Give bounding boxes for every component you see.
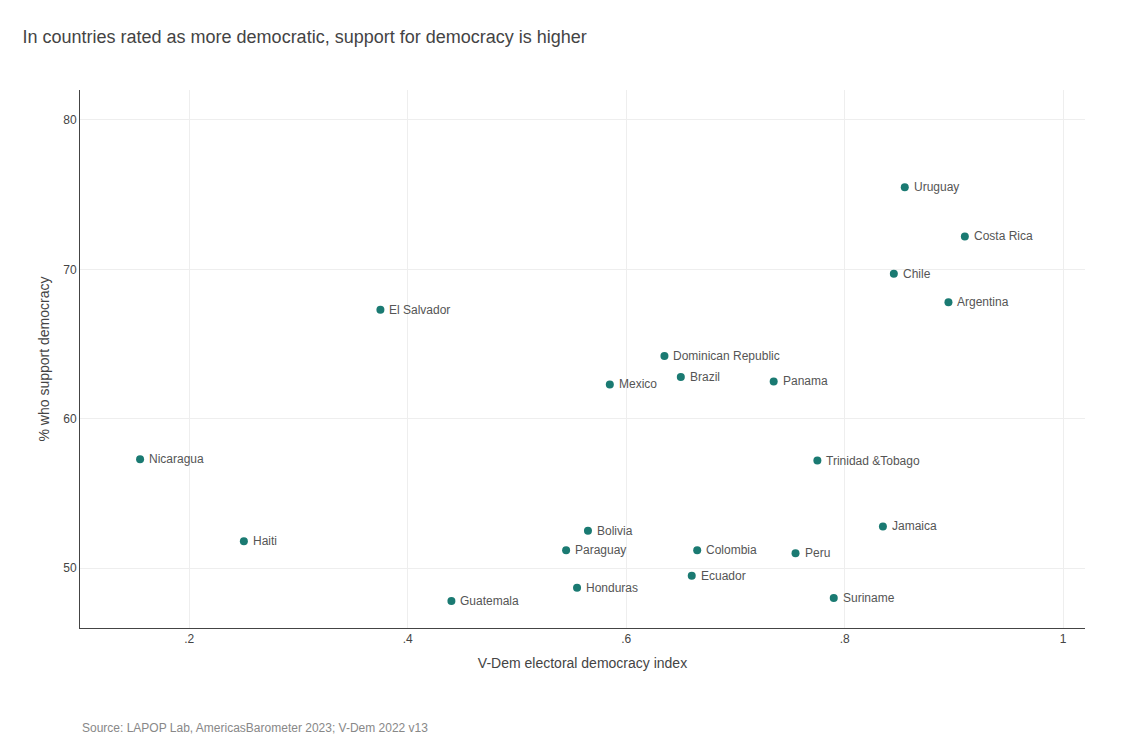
svg-text:Ecuador: Ecuador xyxy=(701,569,746,583)
svg-text:Nicaragua: Nicaragua xyxy=(149,452,204,466)
svg-text:Trinidad &Tobago: Trinidad &Tobago xyxy=(826,454,920,468)
svg-text:.2: .2 xyxy=(184,632,194,646)
svg-text:Bolivia: Bolivia xyxy=(597,524,633,538)
svg-text:.4: .4 xyxy=(403,632,413,646)
svg-text:60: 60 xyxy=(63,412,77,426)
svg-text:Costa Rica: Costa Rica xyxy=(974,229,1033,243)
svg-text:Honduras: Honduras xyxy=(586,581,638,595)
svg-text:Uruguay: Uruguay xyxy=(914,180,959,194)
svg-text:.8: .8 xyxy=(840,632,850,646)
svg-text:Brazil: Brazil xyxy=(690,370,720,384)
svg-text:% who support democracy: % who support democracy xyxy=(36,277,52,442)
svg-text:Haiti: Haiti xyxy=(253,534,277,548)
svg-text:Colombia: Colombia xyxy=(706,543,757,557)
svg-text:80: 80 xyxy=(63,113,77,127)
svg-text:Guatemala: Guatemala xyxy=(460,594,519,608)
svg-text:V-Dem electoral democracy inde: V-Dem electoral democracy index xyxy=(478,655,687,671)
svg-text:50: 50 xyxy=(63,561,77,575)
svg-text:Mexico: Mexico xyxy=(619,377,657,391)
svg-text:1: 1 xyxy=(1060,632,1067,646)
svg-text:Dominican Republic: Dominican Republic xyxy=(673,349,780,363)
svg-text:El Salvador: El Salvador xyxy=(389,303,450,317)
svg-text:Paraguay: Paraguay xyxy=(575,543,626,557)
svg-text:Argentina: Argentina xyxy=(957,295,1009,309)
svg-text:Suriname: Suriname xyxy=(843,591,895,605)
svg-text:Jamaica: Jamaica xyxy=(892,519,937,533)
svg-text:70: 70 xyxy=(63,263,77,277)
svg-text:Panama: Panama xyxy=(783,374,828,388)
svg-text:Peru: Peru xyxy=(805,546,830,560)
svg-text:Chile: Chile xyxy=(903,267,931,281)
svg-text:Source: LAPOP Lab, AmericasBar: Source: LAPOP Lab, AmericasBarometer 202… xyxy=(82,721,428,735)
svg-text:.6: .6 xyxy=(621,632,631,646)
svg-text:In countries rated as more dem: In countries rated as more democratic, s… xyxy=(23,27,587,47)
